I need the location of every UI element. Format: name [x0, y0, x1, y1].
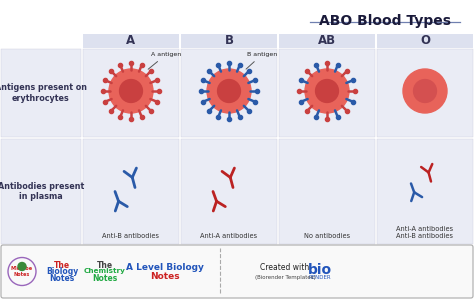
- Circle shape: [109, 69, 153, 113]
- Circle shape: [413, 80, 437, 103]
- Text: The: The: [54, 261, 70, 270]
- Text: O: O: [420, 34, 430, 48]
- FancyBboxPatch shape: [279, 49, 375, 137]
- Text: AB: AB: [318, 34, 336, 48]
- Circle shape: [305, 69, 349, 113]
- FancyBboxPatch shape: [377, 139, 473, 244]
- Text: B: B: [225, 34, 234, 48]
- Text: B antigen: B antigen: [246, 52, 277, 69]
- Text: A: A: [127, 34, 136, 48]
- Circle shape: [119, 80, 143, 103]
- Text: (Biorender Templates): (Biorender Templates): [255, 275, 315, 280]
- FancyBboxPatch shape: [181, 49, 277, 137]
- FancyBboxPatch shape: [181, 139, 277, 244]
- FancyBboxPatch shape: [279, 34, 375, 48]
- Text: Chemistry: Chemistry: [84, 269, 126, 274]
- Text: Notes: Notes: [14, 272, 30, 277]
- Text: Antibodies present
in plasma: Antibodies present in plasma: [0, 182, 84, 201]
- FancyBboxPatch shape: [181, 34, 277, 48]
- Circle shape: [18, 263, 26, 271]
- Circle shape: [218, 80, 240, 103]
- FancyBboxPatch shape: [377, 34, 473, 48]
- Text: Biology: Biology: [46, 267, 78, 276]
- Text: Notes: Notes: [92, 274, 118, 283]
- Text: Created with: Created with: [260, 263, 310, 272]
- Text: A Level Biology: A Level Biology: [126, 263, 204, 272]
- Text: Anti-A antibodies: Anti-A antibodies: [201, 233, 257, 239]
- Text: bio: bio: [308, 263, 332, 277]
- Text: ABO Blood Types: ABO Blood Types: [319, 14, 451, 28]
- Text: RENDER: RENDER: [309, 275, 331, 280]
- Text: Notes: Notes: [150, 272, 180, 281]
- Circle shape: [316, 80, 338, 103]
- Circle shape: [207, 69, 251, 113]
- FancyBboxPatch shape: [83, 34, 179, 48]
- Text: The: The: [97, 261, 113, 270]
- Text: Anti-A antibodies
Anti-B antibodies: Anti-A antibodies Anti-B antibodies: [396, 226, 454, 239]
- FancyBboxPatch shape: [83, 139, 179, 244]
- Text: Antigens present on
erythrocytes: Antigens present on erythrocytes: [0, 83, 87, 103]
- FancyBboxPatch shape: [1, 139, 81, 244]
- Text: No antibodies: No antibodies: [304, 233, 350, 239]
- FancyBboxPatch shape: [377, 49, 473, 137]
- Text: Notes: Notes: [49, 274, 74, 283]
- Circle shape: [403, 69, 447, 113]
- Text: Anti-B antibodies: Anti-B antibodies: [102, 233, 159, 239]
- FancyBboxPatch shape: [1, 49, 81, 137]
- FancyBboxPatch shape: [1, 245, 473, 298]
- Text: Microbe: Microbe: [11, 266, 33, 271]
- FancyBboxPatch shape: [279, 139, 375, 244]
- Text: A antigen: A antigen: [148, 52, 181, 69]
- FancyBboxPatch shape: [83, 49, 179, 137]
